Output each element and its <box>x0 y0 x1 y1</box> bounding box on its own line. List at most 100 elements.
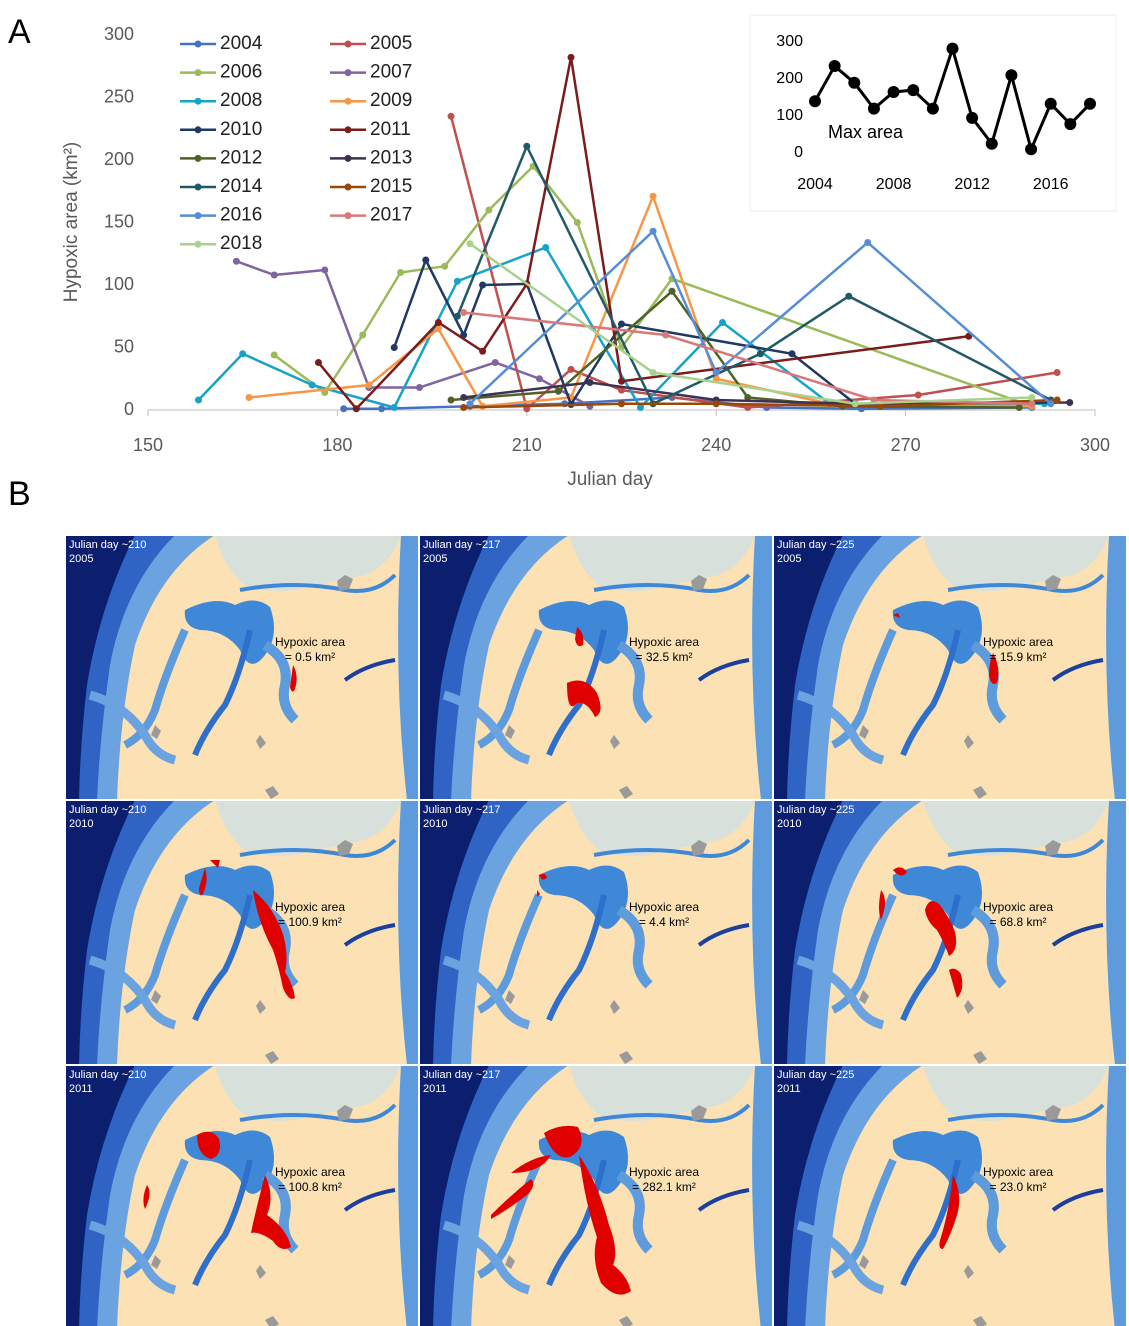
hypoxic-zone <box>199 868 207 896</box>
legend-swatch <box>194 212 202 220</box>
legend-label: 2013 <box>370 147 412 168</box>
legend-swatch <box>194 69 202 77</box>
data-point <box>460 404 468 411</box>
map-year: 2011 <box>69 1083 93 1095</box>
series-line <box>469 242 1032 406</box>
map-border <box>419 1065 773 1326</box>
y-tick-label: 0 <box>124 399 134 419</box>
map-label: Hypoxic area <box>629 635 699 649</box>
data-point <box>1084 97 1096 110</box>
x-tick-label: 2008 <box>876 176 912 193</box>
legend-swatch <box>344 97 352 105</box>
map-year: 2005 <box>777 553 801 565</box>
x-tick-label: 180 <box>322 435 352 455</box>
legend-label: 2006 <box>220 62 262 83</box>
data-point <box>1053 396 1061 404</box>
map-year: 2011 <box>777 1083 801 1095</box>
map-year: 2011 <box>423 1083 447 1095</box>
data-point <box>946 42 959 55</box>
legend-swatch <box>344 40 352 48</box>
data-point <box>239 350 247 358</box>
map-label: Hypoxic area <box>275 1165 345 1179</box>
map-panel: Julian day ~210 2010 Hypoxic area= 100.9 k… <box>65 800 419 1065</box>
hypoxic-zone <box>939 1175 960 1249</box>
data-point <box>460 394 468 401</box>
data-point <box>618 400 625 408</box>
hypoxic-zone <box>537 890 540 897</box>
data-point <box>352 405 360 413</box>
series-line <box>456 143 1052 406</box>
x-tick-label: 270 <box>891 435 921 455</box>
data-point <box>567 365 575 373</box>
legend-swatch <box>344 212 352 220</box>
data-point <box>649 227 657 235</box>
legend-label: 2014 <box>220 176 263 197</box>
x-tick-label: 150 <box>133 435 163 455</box>
data-point <box>270 351 278 359</box>
map-panel: Julian day ~210 2011 Hypoxic area= 100.8 k… <box>65 1065 419 1326</box>
data-point <box>485 206 493 214</box>
y-axis-label: Hypoxic area (km²) <box>61 142 82 302</box>
data-point <box>1064 118 1077 131</box>
legend-label: 2005 <box>370 33 412 54</box>
hypoxic-zone <box>143 1185 150 1209</box>
data-point <box>1053 369 1061 376</box>
map-label: Hypoxic area <box>983 635 1053 649</box>
data-point <box>966 111 979 124</box>
data-point <box>245 394 253 401</box>
map-area: = 32.5 km² <box>635 650 692 664</box>
y-tick-label: 300 <box>104 24 134 44</box>
y-tick-label: 200 <box>776 70 803 87</box>
data-point <box>434 325 442 333</box>
data-point <box>809 95 821 108</box>
data-point <box>453 277 461 285</box>
data-point <box>1028 400 1036 408</box>
data-point <box>867 102 880 115</box>
legend-swatch <box>194 240 202 248</box>
data-point <box>618 377 625 385</box>
data-point <box>1047 400 1055 408</box>
data-point <box>535 375 543 383</box>
hypoxic-zone <box>290 665 297 692</box>
legend-swatch <box>194 154 202 162</box>
data-point <box>195 396 203 404</box>
map-year: 2010 <box>69 818 93 830</box>
hypoxic-zone <box>491 1179 534 1219</box>
legend-label: 2012 <box>220 147 262 168</box>
map-border <box>65 1065 419 1326</box>
data-point <box>914 391 922 399</box>
map-image <box>419 535 773 800</box>
hypoxic-zone <box>567 680 601 717</box>
legend-label: 2008 <box>220 90 262 111</box>
x-axis-label: Julian day <box>567 469 653 490</box>
x-tick-label: 210 <box>512 435 542 455</box>
data-point <box>567 53 575 61</box>
map-day: Julian day ~225 <box>777 804 854 816</box>
y-tick-label: 250 <box>104 86 134 106</box>
map-border <box>773 535 1127 800</box>
series-line <box>463 311 1032 405</box>
series-line <box>197 245 1045 410</box>
data-point <box>848 76 861 89</box>
data-point <box>390 344 398 351</box>
map-label: Hypoxic area <box>629 1165 699 1179</box>
y-tick-label: 150 <box>104 211 134 231</box>
data-point <box>864 239 872 246</box>
data-point <box>788 350 796 358</box>
legend-label: 2010 <box>220 119 262 140</box>
map-image <box>419 800 773 1065</box>
hypoxic-zone <box>539 873 547 880</box>
y-tick-label: 100 <box>104 274 134 294</box>
panel-label: B <box>8 475 31 513</box>
map-area: = 100.9 km² <box>278 915 342 929</box>
data-point <box>636 404 644 411</box>
legend-label: 2016 <box>220 205 262 226</box>
map-day: Julian day ~217 <box>423 1069 500 1081</box>
map-label: Hypoxic area <box>629 900 699 914</box>
data-point <box>744 404 752 411</box>
data-point <box>359 331 367 339</box>
x-tick-label: 2016 <box>1033 176 1069 193</box>
x-tick-label: 2004 <box>797 176 833 193</box>
data-point <box>573 219 581 226</box>
